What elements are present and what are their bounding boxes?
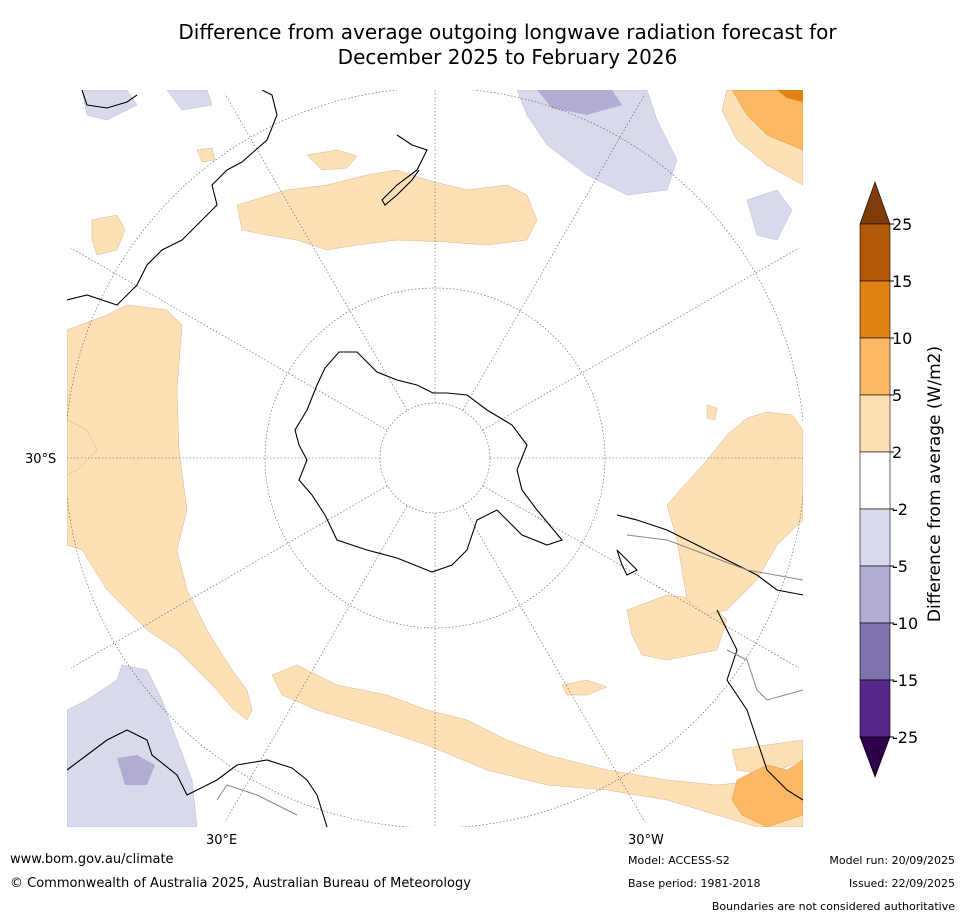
country-boundaries	[216, 534, 803, 816]
chart-title: Difference from average outgoing longwav…	[60, 20, 955, 70]
colorbar-extend-top	[859, 181, 891, 225]
colorbar-block	[859, 280, 891, 339]
title-line-1: Difference from average outgoing longwav…	[178, 20, 837, 44]
model-run-text: Model run: 20/09/2025	[829, 854, 955, 867]
anomaly-neg2-neg5-regions	[67, 90, 793, 827]
colorbar-tick-label: 25	[892, 215, 912, 234]
copyright-text: © Commonwealth of Australia 2025, Austra…	[10, 876, 471, 891]
disclaimer-text: Boundaries are not considered authoritat…	[711, 900, 955, 913]
map-svg	[67, 90, 803, 827]
colorbar-block	[859, 508, 891, 567]
model-text: Model: ACCESS-S2	[628, 854, 730, 867]
colorbar-svg: 25 15 10 5 2 -2 -5 -10 -15 -25	[859, 181, 918, 778]
colorbar-block	[859, 223, 891, 282]
colorbar-tick-label: -2	[892, 500, 908, 519]
anomaly-10-15-regions	[777, 90, 803, 102]
anomaly-neg5-neg10-regions	[117, 90, 622, 785]
colorbar-block	[859, 679, 891, 738]
colorbar-ticks: 25 15 10 5 2 -2 -5 -10 -15 -25	[890, 215, 918, 747]
graticule	[67, 90, 803, 827]
colorbar-block	[859, 451, 891, 510]
colorbar: 25 15 10 5 2 -2 -5 -10 -15 -25	[855, 180, 965, 790]
longitude-label-30e: 30°E	[206, 833, 238, 848]
colorbar-tick-label: -15	[892, 671, 918, 690]
colorbar-tick-label: -5	[892, 557, 908, 576]
colorbar-tick-label: 5	[892, 386, 902, 405]
base-period-text: Base period: 1981-2018	[628, 877, 761, 890]
anomaly-5-10-regions	[731, 90, 803, 827]
title-line-2: December 2025 to February 2026	[337, 45, 678, 69]
website-link[interactable]: www.bom.gov.au/climate	[10, 852, 174, 867]
colorbar-tick-label: -25	[892, 728, 918, 747]
coastlines	[67, 90, 803, 827]
colorbar-tick-label: 15	[892, 272, 912, 291]
colorbar-tick-label: 2	[892, 443, 902, 462]
polar-map	[67, 90, 803, 827]
colorbar-tick-label: 10	[892, 329, 912, 348]
anomaly-2-5-regions	[67, 90, 803, 827]
longitude-label-30w: 30°W	[628, 833, 664, 848]
colorbar-extend-bottom	[859, 736, 891, 778]
colorbar-blocks	[859, 181, 891, 778]
issued-text: Issued: 22/09/2025	[848, 877, 955, 890]
colorbar-block	[859, 622, 891, 681]
colorbar-block	[859, 565, 891, 624]
colorbar-tick-label: -10	[892, 614, 918, 633]
colorbar-block	[859, 394, 891, 453]
latitude-label-30s: 30°S	[25, 452, 57, 467]
colorbar-block	[859, 337, 891, 396]
colorbar-label: Difference from average (W/m2)	[925, 345, 945, 623]
